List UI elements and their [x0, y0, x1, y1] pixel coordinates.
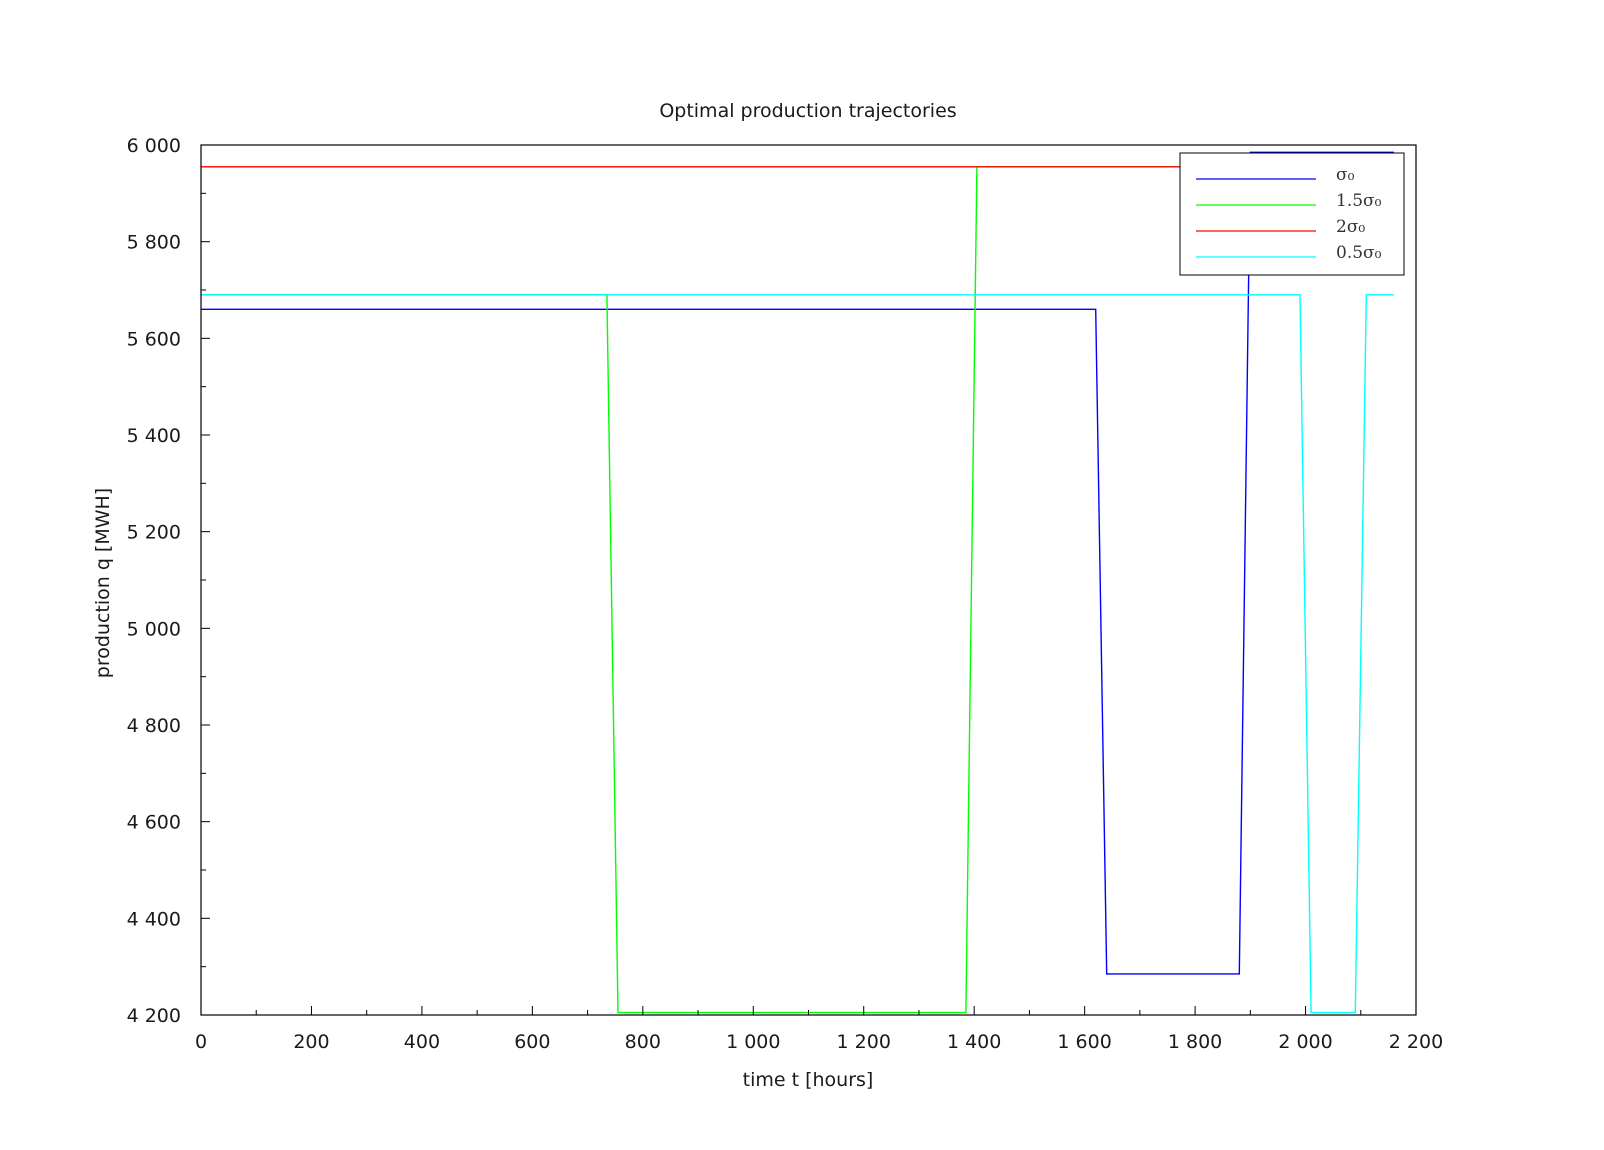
- y-tick-label: 5 000: [127, 618, 181, 640]
- y-tick-label: 4 400: [127, 908, 181, 930]
- series-line-0: [201, 151, 1394, 975]
- y-axis-title: production q [MWH]: [92, 488, 114, 678]
- legend-label: 0.5σ₀: [1336, 243, 1382, 263]
- chart-title: Optimal production trajectories: [659, 100, 956, 122]
- legend-label: 2σ₀: [1336, 217, 1365, 237]
- series-line-3: [201, 294, 1394, 1014]
- x-tick-label: 2 000: [1278, 1031, 1332, 1053]
- x-tick-label: 1 800: [1168, 1031, 1222, 1053]
- x-tick-label: 600: [514, 1031, 550, 1053]
- y-tick-label: 5 400: [127, 425, 181, 447]
- series-group: [201, 151, 1394, 1014]
- x-tick-label: 200: [293, 1031, 329, 1053]
- y-tick-label: 6 000: [127, 135, 181, 157]
- legend-label: σ₀: [1336, 165, 1355, 185]
- x-tick-label: 0: [195, 1031, 207, 1053]
- x-tick-label: 2 200: [1389, 1031, 1443, 1053]
- x-tick-label: 800: [625, 1031, 661, 1053]
- x-tick-label: 1 400: [947, 1031, 1001, 1053]
- y-tick-label: 4 800: [127, 715, 181, 737]
- x-axis-title: time t [hours]: [743, 1069, 874, 1091]
- y-tick-label: 4 600: [127, 812, 181, 834]
- y-tick-label: 5 200: [127, 522, 181, 544]
- plot-area: 0 200 400 600 800 1 000 1 200 1 400 1 600 1 800 2 …: [127, 135, 1444, 1053]
- legend: σ₀ 1.5σ₀ 2σ₀ 0.5σ₀: [1179, 152, 1405, 276]
- x-tick-label: 1 000: [726, 1031, 780, 1053]
- y-tick-label: 5 600: [127, 328, 181, 350]
- x-tick-label: 1 200: [837, 1031, 891, 1053]
- x-tick-label: 1 600: [1057, 1031, 1111, 1053]
- x-tick-label: 400: [404, 1031, 440, 1053]
- y-tick-label: 4 200: [127, 1005, 181, 1027]
- y-tick-label: 5 800: [127, 232, 181, 254]
- series-line-1: [201, 166, 1394, 1014]
- legend-box: [1179, 152, 1405, 276]
- legend-label: 1.5σ₀: [1336, 191, 1382, 211]
